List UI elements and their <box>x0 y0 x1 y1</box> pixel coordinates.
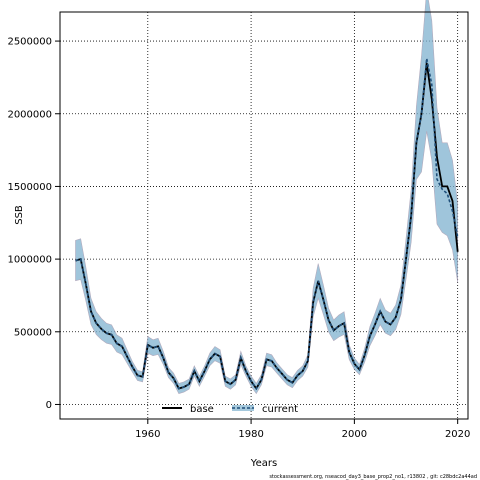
plot-frame <box>59 11 469 420</box>
x-tick-label: 2000 <box>342 429 367 440</box>
y-tick-label: 2000000 <box>7 109 52 120</box>
legend-label-current: current <box>262 404 298 415</box>
y-tick-label: 1500000 <box>7 182 52 193</box>
series-line-current <box>75 58 459 390</box>
series-line-base <box>75 62 459 391</box>
y-tick-label: 0 <box>46 400 52 411</box>
x-axis-title: Years <box>250 458 277 469</box>
x-tick-label: 2020 <box>445 429 470 440</box>
y-axis-title: SSB <box>14 205 25 225</box>
x-tick-label: 1980 <box>238 429 263 440</box>
x-axis: 1960 1980 2000 2020 <box>135 419 470 440</box>
confidence-band <box>75 0 458 395</box>
legend-label-base: base <box>190 404 214 415</box>
grid-lines <box>60 12 468 419</box>
series-lines <box>75 58 459 391</box>
confidence-band-area <box>75 0 458 395</box>
y-tick-label: 500000 <box>14 327 52 338</box>
y-axis: 0 500000 1000000 1500000 2000000 2500000 <box>7 37 60 411</box>
x-tick-label: 1960 <box>135 429 160 440</box>
y-tick-label: 2500000 <box>7 37 52 48</box>
y-tick-label: 1000000 <box>7 255 52 266</box>
footnote: stockassessment.org, nseacod_day3_base_p… <box>269 474 477 480</box>
legend: base current <box>162 404 298 415</box>
